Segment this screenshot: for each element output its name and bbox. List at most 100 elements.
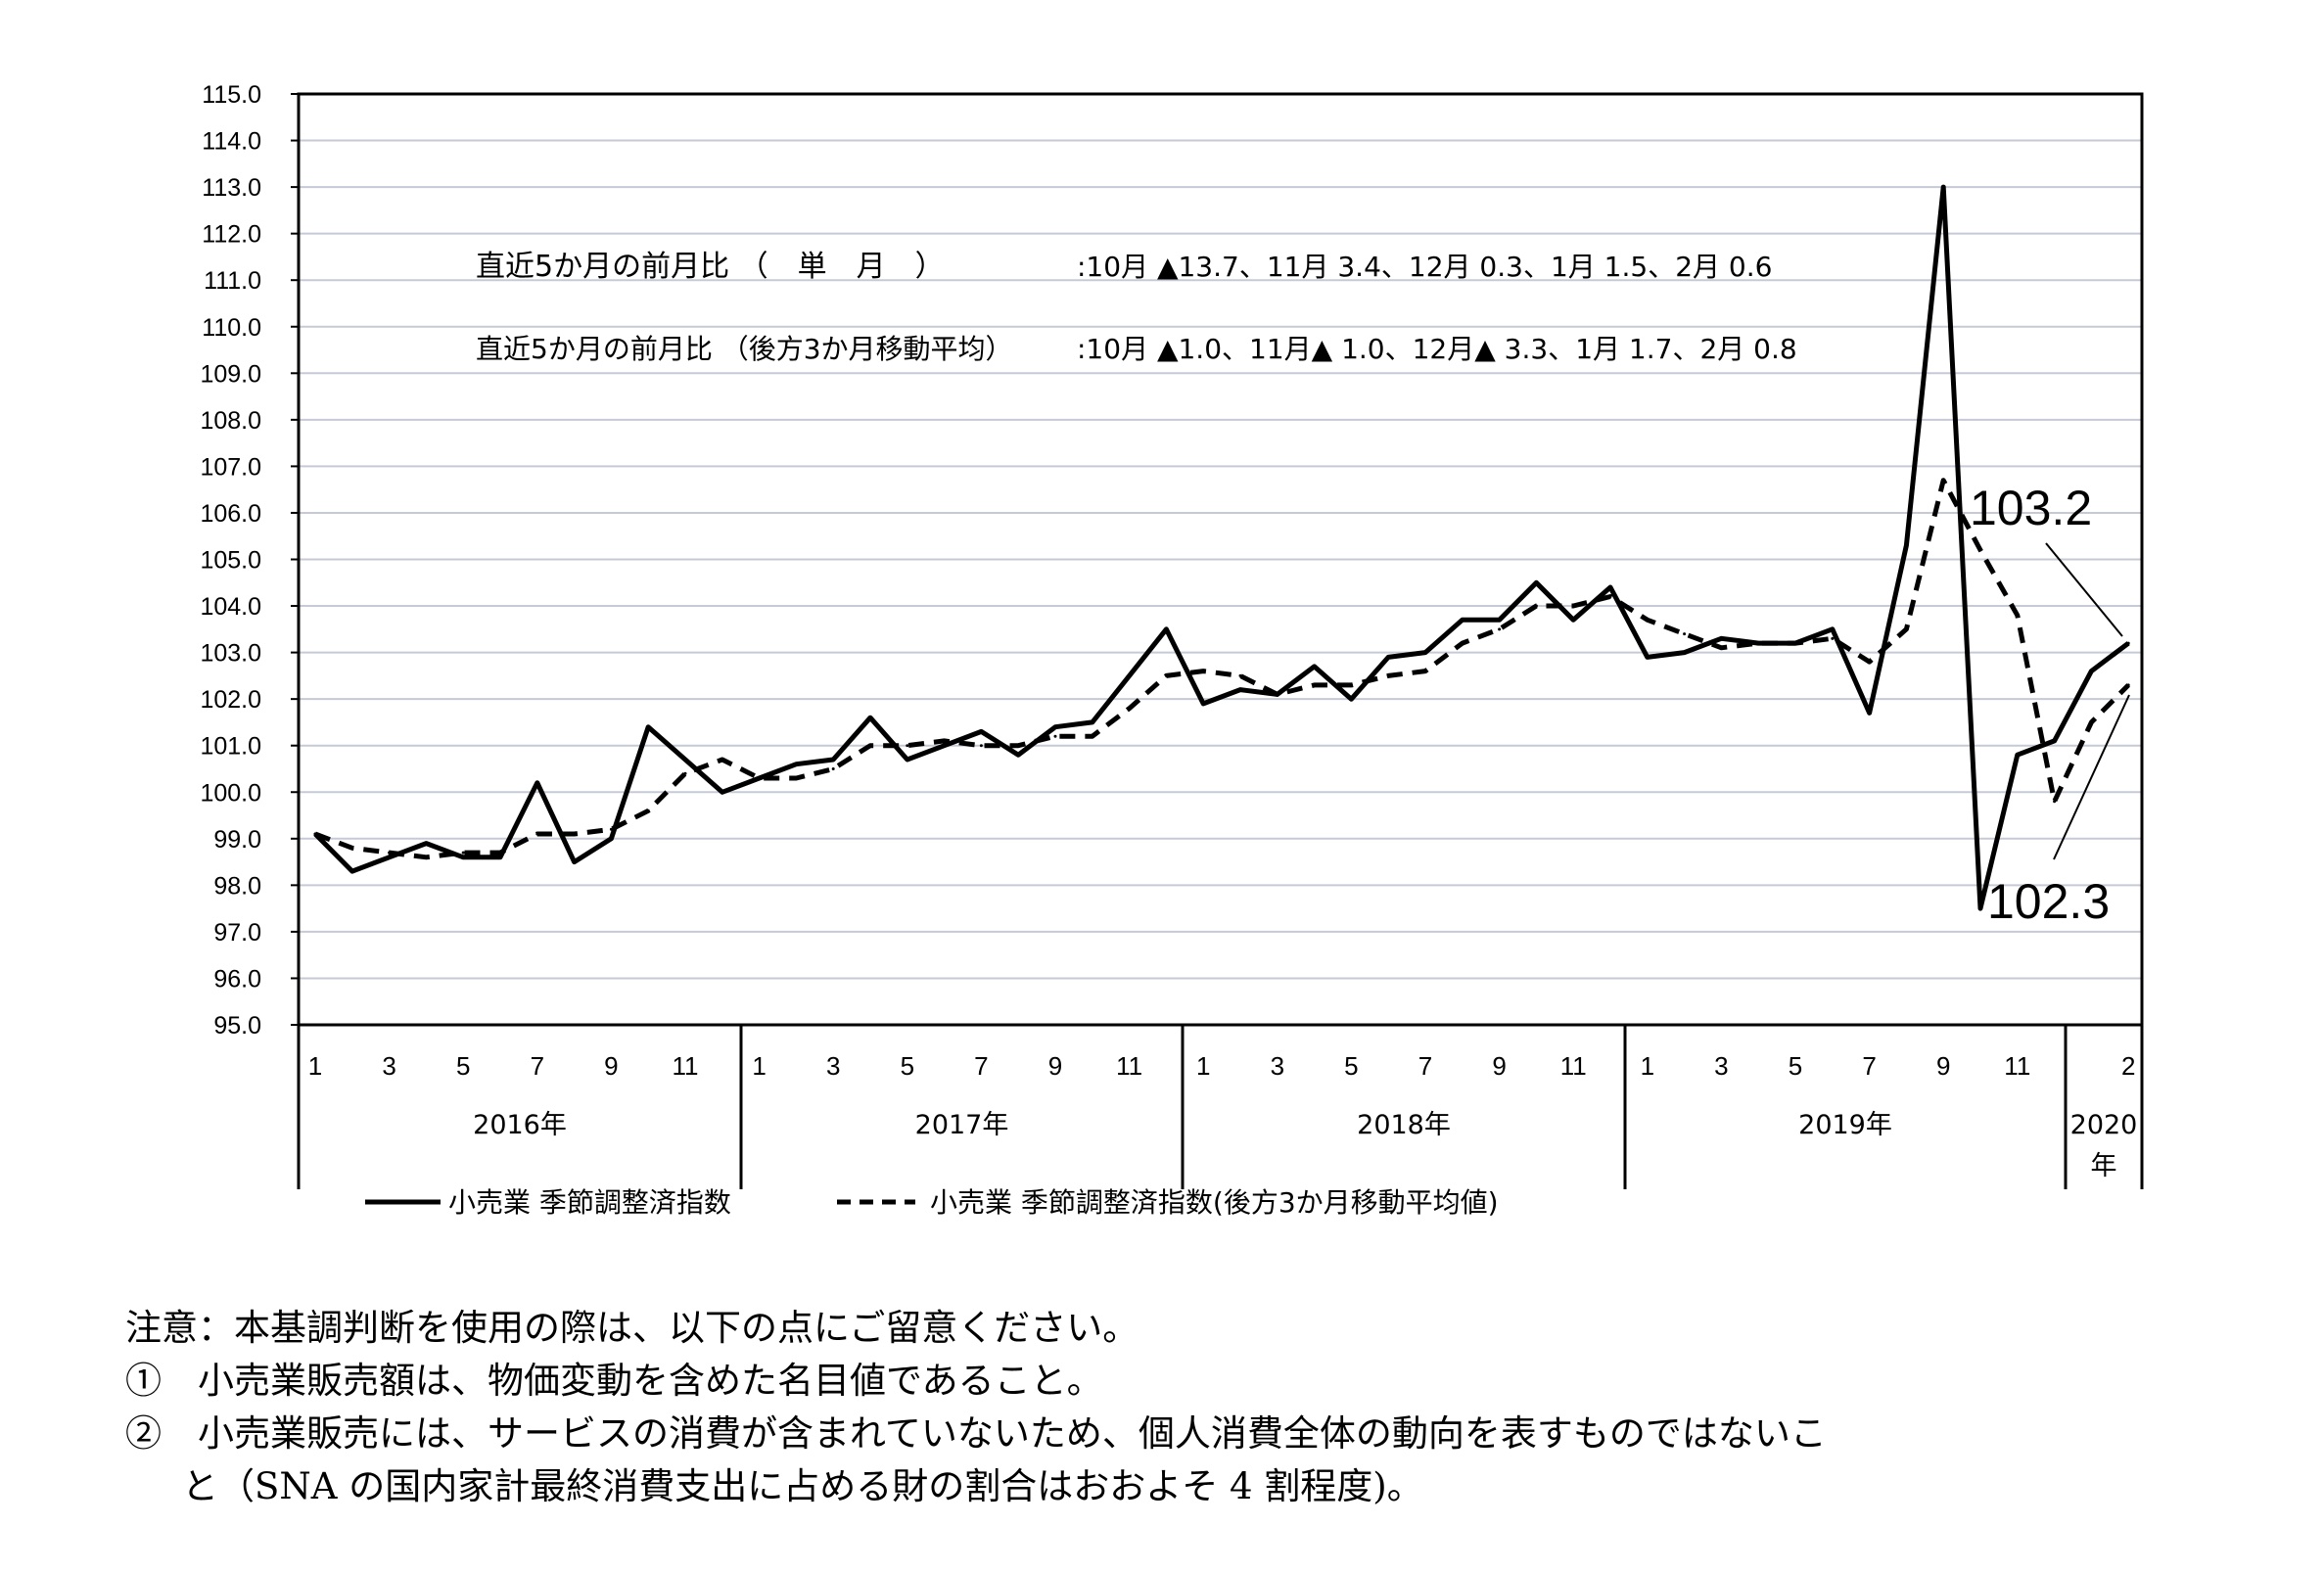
y-tick-label: 109.0 [200,360,261,388]
data-point-solid [1386,655,1390,659]
x-tick-label: 2 [2121,1051,2135,1081]
data-point-dashed [1498,627,1502,631]
data-point-solid [1719,636,1723,640]
y-tick-label: 103.0 [200,640,261,668]
x-tick-label: 3 [1714,1051,1728,1081]
y-tick-label: 112.0 [202,221,261,249]
notes-item-2-cont: と（SNA の国内家計最終消費支出に占める財の割合はおおよそ 4 割程度)。 [182,1465,1423,1507]
x-tick-label: 11 [1560,1051,1587,1081]
data-point-solid [1904,543,1908,547]
x-tick-label: 1 [1196,1051,1210,1081]
data-point-dashed [1016,744,1020,748]
data-point-dashed [1053,734,1057,738]
data-point-dashed [831,766,835,770]
data-point-solid [1608,585,1612,589]
x-tick-label: 9 [1048,1051,1062,1081]
data-point-dashed [794,776,798,780]
legend-dashed-label: 小売業 季節調整済指数(後方3か月移動平均値) [930,1186,1499,1219]
annotation-ma-values: :10月 ▲1.0、11月▲ 1.0、12月▲ 3.3、1月 1.7、2月 0.… [1077,333,1797,365]
year-label: 2016年 [473,1110,567,1140]
data-point-solid [2126,641,2130,645]
x-tick-label: 1 [1641,1051,1654,1081]
data-point-dashed [1904,627,1908,631]
data-point-solid [1868,711,1872,715]
data-point-solid [1793,641,1797,645]
data-point-dashed [461,851,465,855]
data-point-solid [646,725,650,729]
plot-frame [297,92,2144,1027]
data-point-solid [1461,618,1464,622]
line-seasonally-adjusted [313,184,2130,911]
data-point-dashed [1128,707,1132,711]
data-point-dashed [1978,548,1982,552]
x-tick-label: 11 [673,1051,699,1081]
y-tick-label: 97.0 [213,919,261,947]
data-point-solid [535,781,539,785]
data-point-solid [1313,665,1317,669]
data-point-solid [573,860,577,864]
data-point-solid [1238,688,1242,692]
data-point-solid [350,869,354,873]
x-tick-label: 3 [826,1051,840,1081]
data-point-dashed [1164,673,1168,677]
data-point-solid [1423,651,1427,655]
data-point-dashed [1719,646,1723,650]
notes-heading: 注意：本基調判断を使用の際は、以下の点にご留意ください。 [125,1307,1139,1349]
year-label: 2018年 [1357,1110,1451,1140]
y-axis-ticks: 115.0 114.0 113.0 112.0 111.0 110.0 109.0 108.0… [200,81,299,1040]
data-point-solid [2053,739,2057,743]
data-point-solid [1978,906,1982,910]
end-label-solid: 103.2 [1970,481,2092,535]
data-point-solid [758,776,762,780]
x-tick-label: 3 [1271,1051,1284,1081]
data-point-solid [2089,670,2093,673]
data-point-dashed [535,832,539,836]
notes: 注意：本基調判断を使用の際は、以下の点にご留意ください。 ① 小売業販売額は、物… [125,1302,2230,1513]
data-point-solid [313,832,317,836]
y-tick-label: 104.0 [200,593,261,621]
legend: 小売業 季節調整済指数 小売業 季節調整済指数(後方3か月移動平均値) [365,1186,1499,1219]
y-tick-label: 110.0 [202,314,261,342]
data-point-dashed [2089,720,2093,724]
annotation-ma-label: 直近5か月の前月比 （後方3か月移動平均） [476,333,1013,365]
data-point-solid [1349,697,1353,701]
data-point-dashed [646,809,650,812]
year-label-2020-unit: 年 [2091,1151,2117,1181]
data-point-dashed [1091,734,1094,738]
data-point-solid [1941,185,1945,189]
data-point-dashed [1534,604,1538,608]
data-point-solid [794,763,798,766]
data-point-solid [683,758,687,762]
data-point-dashed [683,771,687,775]
series-moving-average [313,478,2130,860]
data-point-dashed [1831,636,1835,640]
x-tick-label: 9 [1492,1051,1506,1081]
y-tick-label: 95.0 [213,1012,261,1040]
y-tick-label: 99.0 [213,826,261,854]
data-point-dashed [943,739,947,743]
x-tick-label: 11 [1116,1051,1142,1081]
x-tick-label: 7 [1418,1051,1432,1081]
x-tick-label: 9 [604,1051,618,1081]
x-tick-label: 5 [901,1051,914,1081]
data-point-dashed [1608,595,1612,599]
data-point-solid [1276,692,1279,696]
data-point-solid [1164,627,1168,631]
x-tick-label: 5 [1344,1051,1358,1081]
year-label: 2017年 [915,1110,1009,1140]
data-point-solid [906,758,909,762]
data-point-dashed [2016,614,2020,618]
data-point-dashed [1238,673,1242,677]
end-label-dashed-leader [2053,694,2130,860]
end-label-solid-leader [2045,542,2123,637]
series-seasonally-adjusted [313,184,2130,911]
data-point-dashed [2053,800,2057,804]
y-tick-label: 111.0 [204,267,261,295]
data-point-dashed [1386,673,1390,677]
data-point-dashed [388,851,392,855]
y-tick-label: 101.0 [200,733,261,761]
data-point-dashed [1868,660,1872,664]
end-label-dashed: 102.3 [1987,874,2110,929]
x-tick-label: 1 [308,1051,322,1081]
data-point-dashed [1941,479,1945,483]
